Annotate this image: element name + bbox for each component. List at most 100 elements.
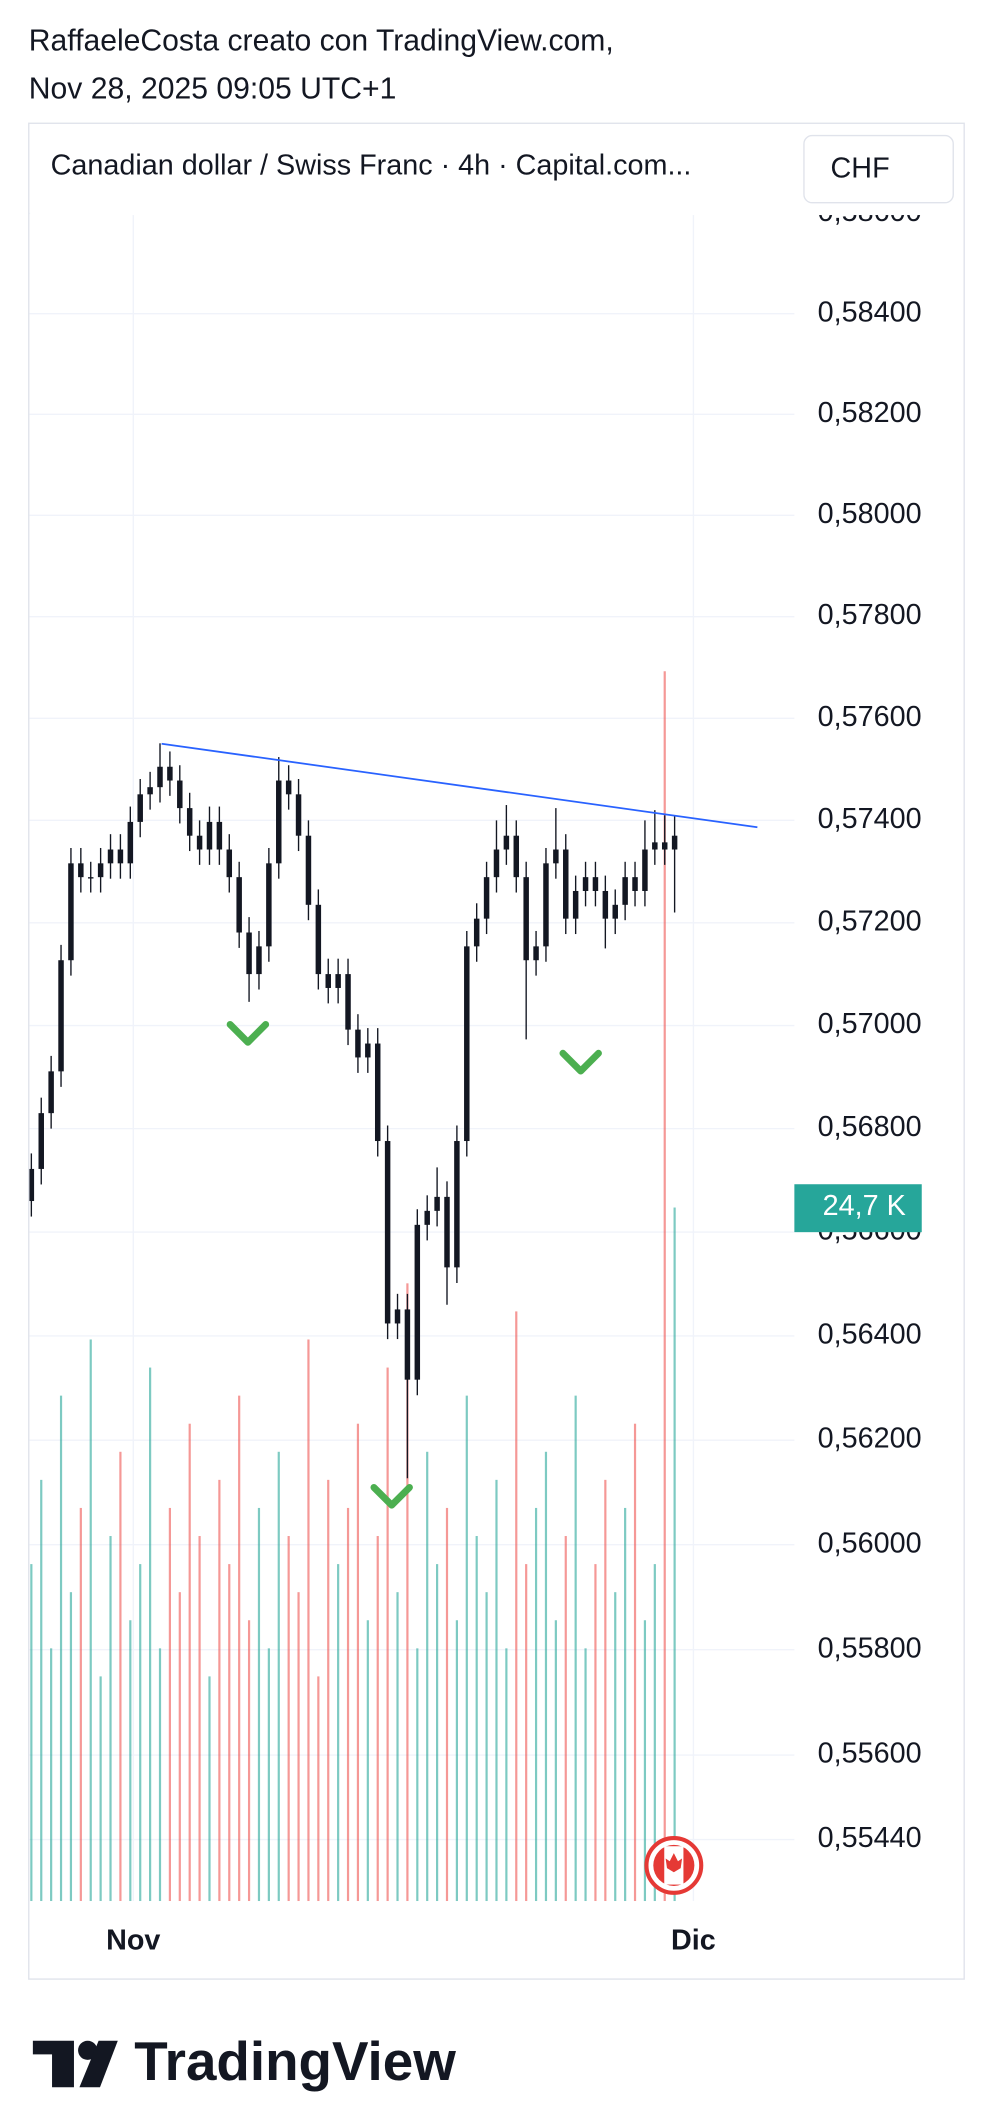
- candle-body: [642, 849, 648, 891]
- volume-bar: [624, 1507, 627, 1902]
- volume-bar: [554, 1620, 557, 1902]
- candle-body: [28, 1168, 35, 1202]
- author-line: RaffaeleCosta creato con TradingView.com…: [29, 24, 614, 57]
- candle-body: [216, 821, 223, 850]
- currency-button[interactable]: [803, 134, 954, 204]
- chevron-marker: [226, 1021, 270, 1046]
- candle-body: [582, 877, 589, 891]
- volume-bar: [307, 1339, 310, 1902]
- candle-body: [513, 835, 520, 878]
- candle-body: [117, 849, 124, 864]
- volume-bar: [534, 1507, 538, 1902]
- logo-t: [32, 2040, 74, 2088]
- candle-body: [661, 842, 668, 850]
- volume-bar: [99, 1676, 102, 1902]
- candle-body: [58, 960, 64, 1072]
- volume-bar: [208, 1676, 211, 1902]
- volume-bar: [247, 1620, 251, 1902]
- volume-bar: [337, 1564, 340, 1902]
- candle-body: [424, 1210, 430, 1225]
- brand-name: TradingView: [134, 2030, 456, 2092]
- candle-body: [276, 780, 282, 864]
- candle-body: [553, 849, 559, 864]
- y-tick-label: 0,57800: [818, 599, 922, 631]
- candle-body: [602, 890, 609, 919]
- volume-bar: [277, 1451, 280, 1902]
- logo-dot: [78, 2040, 98, 2060]
- candle-body: [612, 904, 618, 919]
- candle-body: [186, 808, 193, 836]
- candle-body: [592, 877, 599, 891]
- candle-body: [325, 974, 331, 988]
- maple-leaf: [665, 1853, 683, 1873]
- candle-body: [572, 890, 579, 919]
- volume-bar: [584, 1648, 587, 1902]
- candle-body: [622, 877, 628, 905]
- candle-body: [285, 780, 292, 795]
- volume-bar: [475, 1536, 478, 1902]
- y-tick-label: 0,57200: [818, 905, 922, 937]
- y-tick-label: 0,57000: [818, 1008, 922, 1040]
- candle-body: [48, 1071, 54, 1114]
- candle-body: [315, 904, 322, 975]
- candle-body: [157, 766, 163, 788]
- volume-bar: [455, 1620, 458, 1902]
- volume-bar: [386, 1367, 389, 1902]
- candle-body: [671, 835, 678, 850]
- candle-body: [365, 1043, 371, 1058]
- y-tick-label: 0,56200: [818, 1423, 922, 1455]
- volume-bar: [426, 1451, 429, 1902]
- volume-bar: [287, 1536, 290, 1902]
- chart-title: Canadian dollar / Swiss Franc · 4h · Cap…: [51, 150, 692, 182]
- candle-body: [295, 794, 302, 836]
- volume-bar: [574, 1395, 577, 1902]
- candle-body: [127, 821, 134, 864]
- volume-bar: [109, 1536, 112, 1902]
- volume-bar: [218, 1479, 221, 1902]
- volume-bar: [79, 1507, 82, 1902]
- candle-body: [87, 877, 94, 879]
- candle-body: [464, 946, 470, 1142]
- y-tick-label: 0,55440: [818, 1822, 922, 1854]
- volume-bar: [267, 1648, 270, 1902]
- candle-body: [394, 1309, 401, 1324]
- volume-bar: [50, 1648, 53, 1902]
- volume-bar: [495, 1479, 498, 1902]
- volume-bar: [653, 1564, 656, 1902]
- x-tick-label: Dic: [671, 1925, 716, 1957]
- candle-body: [503, 835, 510, 850]
- volume-bar: [297, 1592, 300, 1902]
- volume-bar: [139, 1564, 142, 1902]
- candle-body: [355, 1029, 361, 1058]
- volume-bar: [416, 1648, 419, 1902]
- volume-bar: [30, 1564, 33, 1902]
- y-tick-label: 0,57400: [818, 803, 922, 835]
- annotations: [161, 742, 758, 1895]
- candle-body: [434, 1196, 440, 1211]
- candle-body: [345, 974, 351, 1030]
- logo-slash: [79, 2040, 118, 2088]
- currency-label: CHF: [831, 152, 890, 184]
- volume-bar: [544, 1451, 548, 1902]
- y-tick-label: 0,58400: [818, 296, 922, 328]
- volume-bar: [317, 1676, 320, 1902]
- candle-body: [97, 863, 104, 878]
- volume-bar: [376, 1536, 379, 1902]
- volume-bar: [168, 1507, 171, 1902]
- volume-bar: [238, 1395, 241, 1902]
- y-tick-label: 0,57600: [818, 701, 922, 733]
- volume-bar: [406, 1283, 409, 1902]
- candle-body: [493, 849, 500, 878]
- candle-body: [454, 1141, 460, 1268]
- candle-body: [652, 842, 658, 850]
- y-tick-label: 0,58200: [818, 397, 922, 429]
- trend-line: [161, 742, 758, 829]
- candle-body: [78, 863, 84, 878]
- candle-body: [226, 849, 233, 878]
- volume-bar: [633, 1423, 637, 1902]
- volume-bar: [436, 1564, 439, 1902]
- candle-body: [384, 1141, 391, 1324]
- candle-body: [107, 849, 114, 864]
